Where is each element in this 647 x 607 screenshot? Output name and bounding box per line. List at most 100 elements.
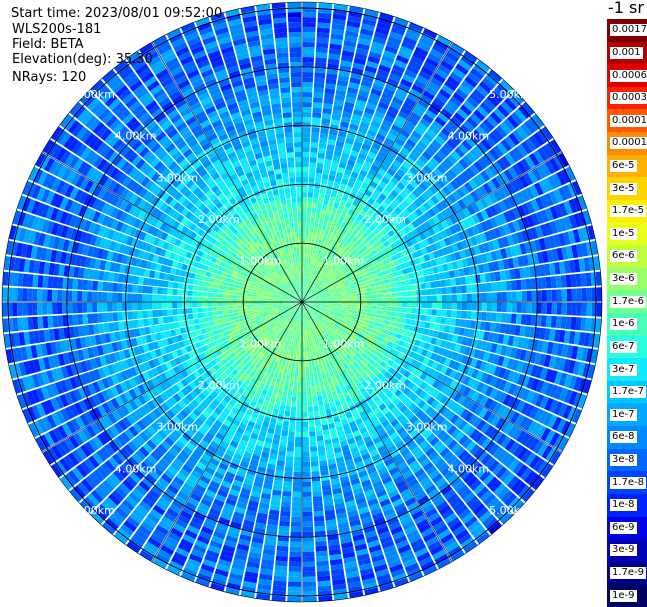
ppi-cell <box>266 390 273 398</box>
ppi-cell <box>312 365 317 372</box>
ppi-cell <box>308 315 312 320</box>
ppi-cell <box>455 504 469 516</box>
ppi-cell <box>77 314 84 325</box>
ppi-cell <box>258 502 270 510</box>
ppi-cell <box>450 549 465 562</box>
ppi-cell <box>310 307 315 311</box>
ppi-cell <box>308 411 314 417</box>
ppi-cell <box>137 302 143 311</box>
ppi-cell <box>311 302 317 304</box>
ppi-cell <box>352 386 359 393</box>
ppi-cell <box>302 386 307 392</box>
ppi-cell <box>217 310 223 316</box>
ppi-cell <box>182 505 195 516</box>
ppi-cell <box>307 309 312 315</box>
ppi-cell <box>176 472 188 482</box>
ppi-cell <box>412 542 427 553</box>
ppi-cell <box>231 563 246 571</box>
ppi-cell <box>262 297 268 301</box>
ppi-cell <box>182 567 198 578</box>
ppi-cell <box>487 332 495 342</box>
ppi-cell <box>504 455 516 469</box>
ppi-cell <box>327 458 336 465</box>
ppi-cell <box>491 415 501 427</box>
ppi-cell <box>331 340 337 347</box>
ppi-cell <box>311 390 317 397</box>
ppi-cell <box>379 582 394 592</box>
ppi-cell <box>229 572 243 581</box>
ppi-cell <box>478 350 486 361</box>
ppi-cell <box>314 316 319 322</box>
ppi-cell <box>391 302 397 307</box>
ppi-cell <box>196 443 207 453</box>
ppi-cell <box>553 329 561 342</box>
ppi-cell <box>296 346 300 352</box>
ppi-cell <box>418 327 425 334</box>
ppi-cell <box>581 302 587 317</box>
ppi-cell <box>225 383 233 392</box>
ppi-cell <box>352 361 359 368</box>
ppi-cell <box>314 380 320 386</box>
ppi-cell <box>266 346 272 353</box>
ppi-cell <box>311 303 317 306</box>
ppi-cell <box>354 543 368 552</box>
ppi-cell <box>179 450 190 460</box>
ppi-cell <box>207 462 218 472</box>
ppi-cell <box>286 451 294 457</box>
ppi-cell <box>322 494 333 501</box>
ppi-cell <box>170 461 181 472</box>
ppi-cell <box>337 517 349 525</box>
ppi-cell <box>259 573 273 581</box>
ppi-cell <box>322 362 327 369</box>
ppi-cell <box>224 376 232 384</box>
ppi-cell <box>323 356 329 363</box>
ppi-cell <box>506 475 520 489</box>
ppi-cell <box>324 311 330 315</box>
ppi-cell <box>292 486 302 492</box>
ppi-cell <box>298 331 301 337</box>
ppi-cell <box>245 386 252 393</box>
ppi-cell <box>142 277 149 286</box>
ppi-cell <box>334 421 342 428</box>
ppi-cell <box>521 388 531 401</box>
ppi-cell <box>302 506 313 512</box>
ppi-cell <box>259 393 266 400</box>
ppi-cell <box>375 313 381 319</box>
ppi-cell <box>326 392 333 399</box>
ppi-cell <box>582 379 592 394</box>
ppi-cell <box>290 521 302 527</box>
ppi-cell <box>277 455 286 462</box>
ppi-cell <box>518 416 529 429</box>
ppi-cell <box>303 331 306 337</box>
ppi-cell <box>501 407 512 419</box>
ppi-cell <box>325 387 332 394</box>
ppi-cell <box>232 305 238 310</box>
ppi-cell <box>171 429 182 440</box>
ppi-cell <box>370 313 377 318</box>
ppi-cell <box>396 413 406 423</box>
ppi-cell <box>524 326 531 338</box>
ppi-cell <box>392 397 401 406</box>
ppi-cell <box>426 302 432 309</box>
ppi-cell <box>352 397 360 405</box>
ppi-cell <box>302 421 309 427</box>
ppi-cell <box>456 310 462 319</box>
ppi-cell <box>332 487 342 495</box>
ppi-cell <box>427 488 440 499</box>
ppi-cell <box>2 287 8 302</box>
ppi-cell <box>306 303 312 305</box>
ppi-cell <box>525 363 534 376</box>
ppi-cell <box>346 306 352 310</box>
ppi-cell <box>372 512 384 521</box>
ppi-cell <box>217 306 223 311</box>
ppi-cell <box>330 432 338 439</box>
ppi-cell <box>247 293 253 297</box>
ppi-cell <box>426 433 436 443</box>
ppi-cell <box>360 346 367 353</box>
ppi-cell <box>173 551 188 562</box>
ppi-cell <box>291 516 302 522</box>
ppi-cell <box>319 331 324 337</box>
ppi-cell <box>432 440 443 451</box>
ppi-cell <box>343 490 354 498</box>
ppi-cell <box>194 539 209 550</box>
